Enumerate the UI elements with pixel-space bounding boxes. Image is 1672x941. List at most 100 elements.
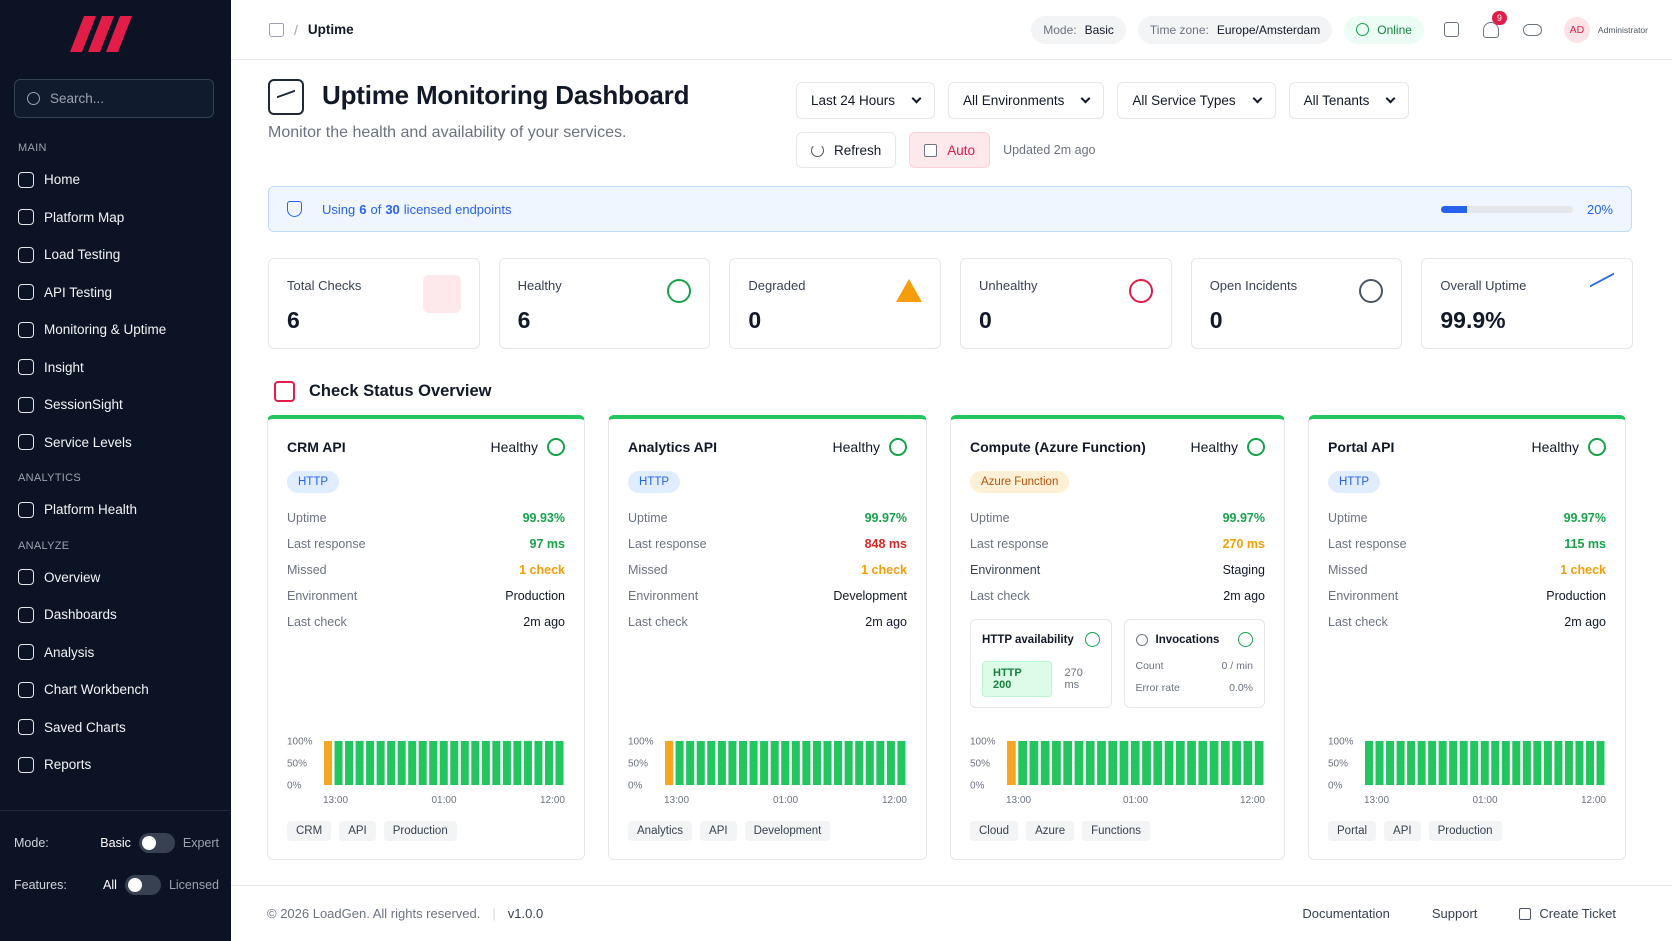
detail-value: 2m ago <box>865 615 907 629</box>
detail-row: Environment Development <box>628 583 907 609</box>
filter-select[interactable]: Last 24 Hours <box>796 82 936 119</box>
detail-row: Last response 115 ms <box>1328 531 1606 557</box>
uptime-bar <box>1407 741 1416 785</box>
action-row: Refresh Auto Updated 2m ago <box>796 132 1096 168</box>
nav-item[interactable]: Platform Health <box>0 491 231 529</box>
icon <box>547 438 565 456</box>
toggle-switch[interactable] <box>124 875 161 895</box>
nav-label: Monitoring & Uptime <box>44 322 167 338</box>
uptime-bar <box>1108 741 1118 785</box>
icon <box>924 143 938 157</box>
filter-select[interactable]: All Tenants <box>1288 82 1410 119</box>
x-tick-label: 13:00 <box>323 795 348 806</box>
icon <box>1385 93 1396 104</box>
icon[interactable] <box>1443 22 1459 37</box>
uptime-bar <box>1164 741 1174 785</box>
tags: Portal API Production <box>1328 821 1606 841</box>
license-suffix: licensed endpoints <box>403 201 512 217</box>
uptime-bar <box>1375 741 1384 785</box>
search-box[interactable]: Search... <box>14 79 214 118</box>
nav-item[interactable]: Monitoring & Uptime <box>0 311 231 349</box>
tags: CRM API Production <box>287 821 565 841</box>
uptime-bar <box>812 741 821 785</box>
y-tick-label: 0% <box>628 781 643 792</box>
detail-label: Uptime <box>287 511 327 525</box>
toggle-switch[interactable] <box>138 833 175 853</box>
toggle-right: Expert <box>182 836 219 850</box>
filter-select[interactable]: All Service Types <box>1117 82 1276 119</box>
footer-link[interactable]: Documentation <box>1302 906 1389 921</box>
nav-item[interactable]: Saved Charts <box>0 709 231 747</box>
toggle-left: Basic <box>100 836 131 850</box>
icon <box>1590 272 1615 298</box>
icon <box>1359 279 1384 303</box>
uptime-bar <box>1198 741 1208 785</box>
nav-item[interactable]: Dashboards <box>0 596 231 634</box>
status-value: Online <box>1377 22 1412 37</box>
icon[interactable] <box>1522 23 1542 36</box>
nav-item[interactable]: API Testing <box>0 274 231 312</box>
uptime-bar <box>334 741 343 785</box>
icon <box>1356 23 1370 36</box>
toggle-knob <box>127 878 142 892</box>
tags: Cloud Azure Functions <box>970 821 1265 841</box>
stat-label: Degraded <box>748 278 806 293</box>
notifications[interactable]: 9 <box>1482 10 1507 38</box>
y-tick-label: 0% <box>287 781 302 792</box>
uptime-bar <box>355 741 364 785</box>
tag: API <box>700 821 737 841</box>
nav-item[interactable]: Reports <box>0 746 231 784</box>
nav-item[interactable]: Home <box>0 161 231 199</box>
license-middle: of <box>370 201 382 217</box>
footer-link[interactable]: Create Ticket <box>1519 906 1616 921</box>
nav-item[interactable]: Insight <box>0 349 231 387</box>
icon <box>889 438 907 456</box>
stat-label: Open Incidents <box>1209 278 1298 293</box>
uptime-bar <box>481 741 490 785</box>
check-name: CRM API <box>287 439 346 455</box>
type-badge: Azure Function <box>970 471 1070 493</box>
detail-row: Missed 1 check <box>287 557 565 583</box>
detail-label: Last check <box>1328 615 1388 629</box>
nav-item[interactable]: Overview <box>0 559 231 597</box>
uptime-bar <box>1470 741 1479 785</box>
user-menu[interactable]: AD Administrator <box>1563 16 1648 43</box>
uptime-bar <box>770 741 779 785</box>
tags: Analytics API Development <box>628 821 907 841</box>
nav-item[interactable]: Analysis <box>0 634 231 672</box>
stat-card: Total Checks 6 <box>268 258 480 349</box>
filter-select[interactable]: All Environments <box>948 82 1105 119</box>
type-badge: HTTP <box>1328 471 1381 493</box>
y-tick-label: 50% <box>970 759 990 770</box>
refresh-button[interactable]: Refresh <box>796 132 897 168</box>
nav-label: Dashboards <box>44 607 117 623</box>
icon <box>811 143 824 157</box>
nav-item[interactable]: Platform Map <box>0 199 231 237</box>
icon <box>911 93 922 104</box>
detail-row: Last response 848 ms <box>628 531 907 557</box>
nav-item[interactable]: Chart Workbench <box>0 671 231 709</box>
detail-label: Missed <box>628 563 668 577</box>
check-status: Healthy <box>832 439 880 455</box>
nav-item[interactable]: Service Levels <box>0 424 231 462</box>
footer-link[interactable]: Support <box>1432 906 1478 921</box>
nav-label: Platform Health <box>44 502 138 518</box>
icon <box>18 501 34 518</box>
panel-row: Error rate 0.0% <box>1136 682 1254 694</box>
icon <box>27 92 40 105</box>
uptime-chart: 100% 50% 0% 13:00 01:00 12:00 <box>287 737 565 806</box>
nav-item[interactable]: Load Testing <box>0 236 231 274</box>
timezone-pill[interactable]: Time zone: Europe/Amsterdam <box>1137 15 1333 44</box>
uptime-bar <box>429 741 438 785</box>
detail-label: Environment <box>1328 589 1399 603</box>
detail-row: Environment Production <box>287 583 565 609</box>
check-card: Compute (Azure Function) Healthy Azure Fun… <box>950 415 1285 860</box>
auto-toggle[interactable]: Auto <box>909 132 991 168</box>
spacer <box>628 635 907 733</box>
mode-pill[interactable]: Mode: Basic <box>1031 15 1126 44</box>
nav-section: ANALYTICS <box>18 472 82 484</box>
x-tick-label: 12:00 <box>1581 795 1606 806</box>
nav-label: API Testing <box>44 284 113 300</box>
uptime-bar <box>897 741 906 785</box>
nav-item[interactable]: SessionSight <box>0 386 231 424</box>
